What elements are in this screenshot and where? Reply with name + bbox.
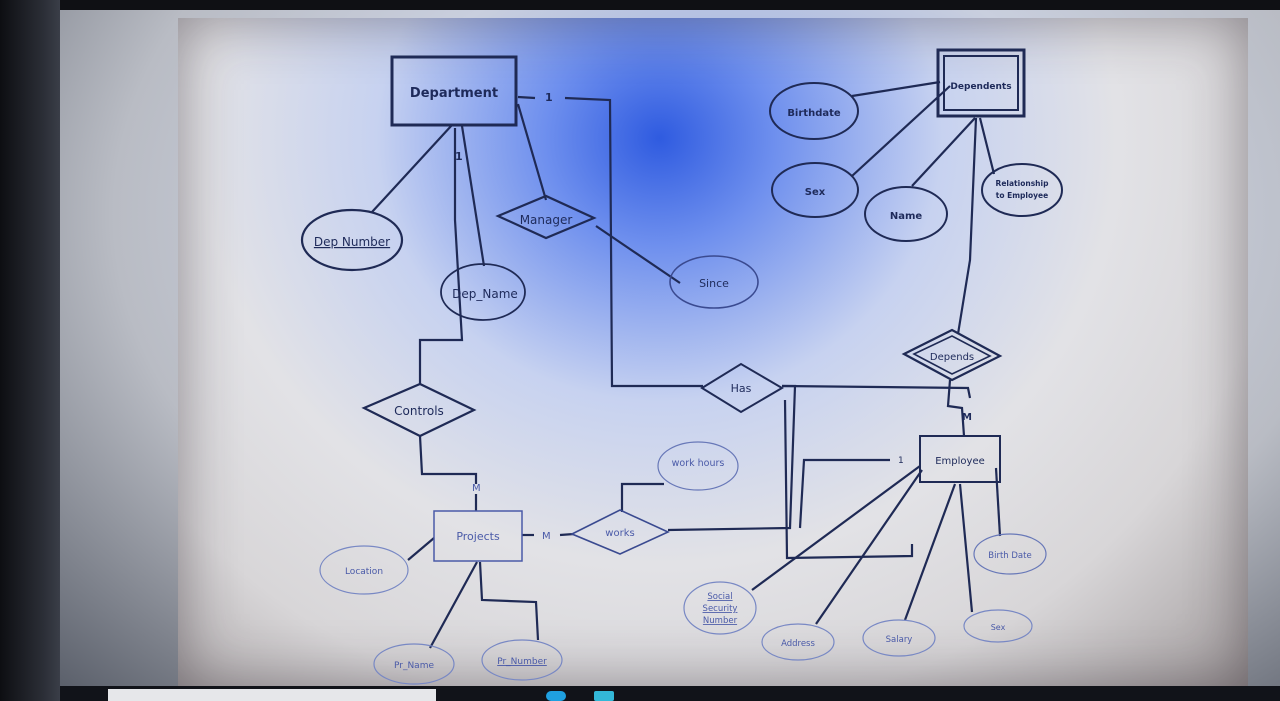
line-depends-employee [946,379,966,437]
line-has-employee-loop [783,399,914,560]
cardinality-controls-projects: M [472,483,481,494]
line-controls-projects [418,435,478,484]
cardinality-projects-works: M [542,531,551,542]
entity-projects: Projects [433,510,523,562]
attribute-salary: Salary [862,619,936,657]
app-icon[interactable] [594,691,614,701]
line-department-manager [516,103,548,201]
attribute-dep-number: Dep Number [300,208,404,272]
entity-dependents-label: Dependents [950,82,1011,92]
attribute-ssn-label-2: Security [703,604,738,614]
attribute-address: Address [761,623,835,661]
relationship-works-label: works [605,528,634,539]
entity-projects-label: Projects [456,530,500,543]
line-works-workhours [620,482,664,512]
attribute-ssn-label-1: Social [707,592,732,602]
line-department-depnumber [371,124,453,213]
cardinality-works-employee: 1 [898,456,904,466]
attribute-location: Location [319,545,409,595]
relationship-depends-label: Depends [930,352,974,363]
er-diagram-image [178,18,1248,686]
attribute-pr-number-label: Pr_Number [497,657,547,667]
relationship-controls: Controls [361,382,477,438]
cardinality-department-has: 1 [545,91,553,104]
attribute-sex-dependent: Sex [771,162,859,218]
relationship-controls-label: Controls [394,404,444,418]
line-dependents-sex [851,85,951,177]
attribute-ssn: Social Security Number [683,581,757,635]
attribute-sex-dependent-label: Sex [805,187,826,198]
attribute-work-hours-label: work hours [672,458,725,469]
entity-employee-label: Employee [935,456,985,467]
attribute-pr-number: Pr_Number [481,639,563,681]
attribute-address-label: Address [781,639,815,649]
browser-icon[interactable] [546,691,566,701]
attribute-pr-name: Pr_Name [373,643,455,685]
line-employee-salary [903,483,957,621]
line-projects-prname [429,561,478,649]
line-projects-location [407,537,435,561]
attribute-birthdate: Birthdate [769,82,859,140]
attribute-ssn-label-3: Number [703,616,738,626]
attribute-birth-date-label: Birth Date [988,551,1031,561]
taskbar-search-box[interactable] [108,689,436,701]
line-employee-birthdate [994,467,1002,537]
entity-employee: Employee [919,435,1001,483]
attribute-work-hours: work hours [657,441,739,491]
relationship-manager-label: Manager [520,213,573,227]
cardinality-department-controls: 1 [455,150,463,163]
connector-lines [371,80,1002,649]
relationship-works: works [570,509,670,555]
line-employee-sex [958,483,974,613]
cardinality-depends-employee: M [962,412,972,423]
attribute-dep-number-label: Dep Number [314,235,390,249]
attribute-birthdate-label: Birthdate [787,108,841,119]
attribute-since: Since [669,255,759,309]
line-department-controls [418,128,464,384]
line-projects-prnumber [478,561,540,641]
line-dependents-relationship [978,117,996,175]
attribute-relationship-label-2: to Employee [996,191,1048,200]
line-dependents-depends [956,117,978,335]
attribute-name-dependent-label: Name [890,211,923,222]
line-department-card [517,95,536,100]
attribute-dep-name: Dep_Name [440,263,526,321]
line-employee-ssn [751,465,921,591]
attribute-salary-label: Salary [886,635,913,645]
entity-dependents: Dependents [936,48,1026,118]
attribute-sex-employee: Sex [963,609,1033,643]
line-manager-since [595,225,681,284]
line-department-depname [460,125,486,267]
attribute-relationship-to-employee: Relationship to Employee [981,163,1063,217]
attribute-birth-date: Birth Date [973,533,1047,575]
relationship-has: Has [700,362,784,414]
attribute-location-label: Location [345,567,383,577]
attribute-relationship-label-1: Relationship [996,179,1050,188]
line-works-employee [798,458,890,529]
attribute-dep-name-label: Dep_Name [452,287,518,301]
entity-department-label: Department [410,86,498,101]
line-dependents-name [911,117,976,187]
line-department-has [564,96,703,388]
line-has-employee [781,384,972,399]
attribute-sex-employee-label: Sex [991,623,1006,632]
entity-department: Department [390,55,518,127]
line-employee-address [815,469,923,625]
attribute-since-label: Since [699,277,729,290]
attribute-name-dependent: Name [864,186,948,242]
relationship-has-label: Has [731,382,752,395]
monitor-bezel-left [0,0,60,701]
line-dependents-birthdate [851,80,941,98]
attribute-pr-name-label: Pr_Name [394,661,434,671]
relationship-depends: Depends [901,328,1003,382]
relationship-manager: Manager [495,194,597,240]
